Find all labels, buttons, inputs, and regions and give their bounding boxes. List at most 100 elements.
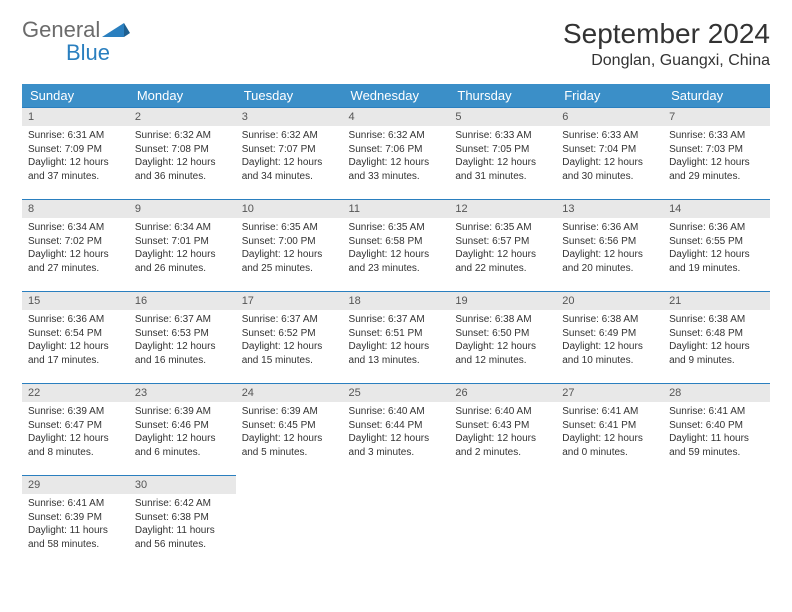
calendar-day-cell: 27Sunrise: 6:41 AMSunset: 6:41 PMDayligh… (556, 383, 663, 475)
daylight-line: Daylight: 12 hours and 16 minutes. (135, 340, 230, 367)
sunset-line: Sunset: 6:54 PM (28, 327, 123, 341)
day-details: Sunrise: 6:32 AMSunset: 7:07 PMDaylight:… (236, 126, 343, 187)
calendar-day-cell: 9Sunrise: 6:34 AMSunset: 7:01 PMDaylight… (129, 199, 236, 291)
sunrise-line: Sunrise: 6:40 AM (349, 405, 444, 419)
daylight-line: Daylight: 12 hours and 31 minutes. (455, 156, 550, 183)
daylight-line: Daylight: 11 hours and 58 minutes. (28, 524, 123, 551)
day-number: 18 (343, 291, 450, 310)
day-number: 2 (129, 107, 236, 126)
day-details: Sunrise: 6:41 AMSunset: 6:40 PMDaylight:… (663, 402, 770, 463)
sunrise-line: Sunrise: 6:35 AM (242, 221, 337, 235)
calendar-table: Sunday Monday Tuesday Wednesday Thursday… (22, 84, 770, 567)
sunrise-line: Sunrise: 6:39 AM (135, 405, 230, 419)
weekday-header-row: Sunday Monday Tuesday Wednesday Thursday… (22, 84, 770, 107)
daylight-line: Daylight: 12 hours and 15 minutes. (242, 340, 337, 367)
sunrise-line: Sunrise: 6:32 AM (135, 129, 230, 143)
sunrise-line: Sunrise: 6:34 AM (135, 221, 230, 235)
weekday-header: Saturday (663, 84, 770, 107)
daylight-line: Daylight: 12 hours and 10 minutes. (562, 340, 657, 367)
sunset-line: Sunset: 6:51 PM (349, 327, 444, 341)
day-details: Sunrise: 6:32 AMSunset: 7:06 PMDaylight:… (343, 126, 450, 187)
sunrise-line: Sunrise: 6:33 AM (455, 129, 550, 143)
day-details: Sunrise: 6:38 AMSunset: 6:48 PMDaylight:… (663, 310, 770, 371)
day-details: Sunrise: 6:35 AMSunset: 7:00 PMDaylight:… (236, 218, 343, 279)
sunrise-line: Sunrise: 6:41 AM (562, 405, 657, 419)
daylight-line: Daylight: 12 hours and 6 minutes. (135, 432, 230, 459)
daylight-line: Daylight: 12 hours and 37 minutes. (28, 156, 123, 183)
day-number: 21 (663, 291, 770, 310)
daylight-line: Daylight: 12 hours and 29 minutes. (669, 156, 764, 183)
calendar-day-cell: 7Sunrise: 6:33 AMSunset: 7:03 PMDaylight… (663, 107, 770, 199)
calendar-day-cell: 4Sunrise: 6:32 AMSunset: 7:06 PMDaylight… (343, 107, 450, 199)
calendar-day-cell: 18Sunrise: 6:37 AMSunset: 6:51 PMDayligh… (343, 291, 450, 383)
day-details: Sunrise: 6:36 AMSunset: 6:55 PMDaylight:… (663, 218, 770, 279)
day-number: 14 (663, 199, 770, 218)
sunrise-line: Sunrise: 6:35 AM (349, 221, 444, 235)
day-details: Sunrise: 6:39 AMSunset: 6:46 PMDaylight:… (129, 402, 236, 463)
location: Donglan, Guangxi, China (563, 52, 770, 70)
sunrise-line: Sunrise: 6:41 AM (669, 405, 764, 419)
daylight-line: Daylight: 11 hours and 59 minutes. (669, 432, 764, 459)
calendar-day-cell: 14Sunrise: 6:36 AMSunset: 6:55 PMDayligh… (663, 199, 770, 291)
sunset-line: Sunset: 6:50 PM (455, 327, 550, 341)
sunset-line: Sunset: 6:53 PM (135, 327, 230, 341)
daylight-line: Daylight: 12 hours and 8 minutes. (28, 432, 123, 459)
sunset-line: Sunset: 6:45 PM (242, 419, 337, 433)
weekday-header: Wednesday (343, 84, 450, 107)
sunset-line: Sunset: 6:52 PM (242, 327, 337, 341)
sunset-line: Sunset: 6:43 PM (455, 419, 550, 433)
calendar-week-row: 29Sunrise: 6:41 AMSunset: 6:39 PMDayligh… (22, 475, 770, 567)
sunset-line: Sunset: 7:05 PM (455, 143, 550, 157)
day-number: 11 (343, 199, 450, 218)
day-details: Sunrise: 6:39 AMSunset: 6:47 PMDaylight:… (22, 402, 129, 463)
calendar-day-cell: 22Sunrise: 6:39 AMSunset: 6:47 PMDayligh… (22, 383, 129, 475)
day-number: 30 (129, 475, 236, 494)
sunrise-line: Sunrise: 6:38 AM (669, 313, 764, 327)
day-number: 25 (343, 383, 450, 402)
day-number: 23 (129, 383, 236, 402)
day-number: 20 (556, 291, 663, 310)
logo-text-top: General (22, 18, 100, 41)
sunrise-line: Sunrise: 6:35 AM (455, 221, 550, 235)
calendar-day-cell (343, 475, 450, 567)
day-details: Sunrise: 6:36 AMSunset: 6:54 PMDaylight:… (22, 310, 129, 371)
day-details: Sunrise: 6:40 AMSunset: 6:44 PMDaylight:… (343, 402, 450, 463)
month-title: September 2024 (563, 18, 770, 50)
day-number: 10 (236, 199, 343, 218)
daylight-line: Daylight: 12 hours and 26 minutes. (135, 248, 230, 275)
day-details: Sunrise: 6:33 AMSunset: 7:03 PMDaylight:… (663, 126, 770, 187)
weekday-header: Monday (129, 84, 236, 107)
calendar-day-cell: 23Sunrise: 6:39 AMSunset: 6:46 PMDayligh… (129, 383, 236, 475)
day-number: 12 (449, 199, 556, 218)
sunrise-line: Sunrise: 6:36 AM (562, 221, 657, 235)
calendar-day-cell: 24Sunrise: 6:39 AMSunset: 6:45 PMDayligh… (236, 383, 343, 475)
calendar-day-cell (663, 475, 770, 567)
sunrise-line: Sunrise: 6:36 AM (669, 221, 764, 235)
daylight-line: Daylight: 12 hours and 17 minutes. (28, 340, 123, 367)
calendar-day-cell: 20Sunrise: 6:38 AMSunset: 6:49 PMDayligh… (556, 291, 663, 383)
sunrise-line: Sunrise: 6:40 AM (455, 405, 550, 419)
day-number: 5 (449, 107, 556, 126)
daylight-line: Daylight: 12 hours and 19 minutes. (669, 248, 764, 275)
day-details: Sunrise: 6:35 AMSunset: 6:58 PMDaylight:… (343, 218, 450, 279)
sunset-line: Sunset: 7:08 PM (135, 143, 230, 157)
sunrise-line: Sunrise: 6:38 AM (455, 313, 550, 327)
day-details: Sunrise: 6:31 AMSunset: 7:09 PMDaylight:… (22, 126, 129, 187)
day-details: Sunrise: 6:40 AMSunset: 6:43 PMDaylight:… (449, 402, 556, 463)
day-number: 6 (556, 107, 663, 126)
weekday-header: Tuesday (236, 84, 343, 107)
sunrise-line: Sunrise: 6:39 AM (28, 405, 123, 419)
day-number: 29 (22, 475, 129, 494)
sunrise-line: Sunrise: 6:32 AM (242, 129, 337, 143)
sunset-line: Sunset: 6:47 PM (28, 419, 123, 433)
day-number: 22 (22, 383, 129, 402)
calendar-day-cell: 25Sunrise: 6:40 AMSunset: 6:44 PMDayligh… (343, 383, 450, 475)
sunrise-line: Sunrise: 6:33 AM (669, 129, 764, 143)
sunset-line: Sunset: 6:38 PM (135, 511, 230, 525)
sunset-line: Sunset: 6:58 PM (349, 235, 444, 249)
calendar-day-cell (236, 475, 343, 567)
sunset-line: Sunset: 7:03 PM (669, 143, 764, 157)
day-details: Sunrise: 6:41 AMSunset: 6:41 PMDaylight:… (556, 402, 663, 463)
daylight-line: Daylight: 12 hours and 36 minutes. (135, 156, 230, 183)
sunrise-line: Sunrise: 6:42 AM (135, 497, 230, 511)
